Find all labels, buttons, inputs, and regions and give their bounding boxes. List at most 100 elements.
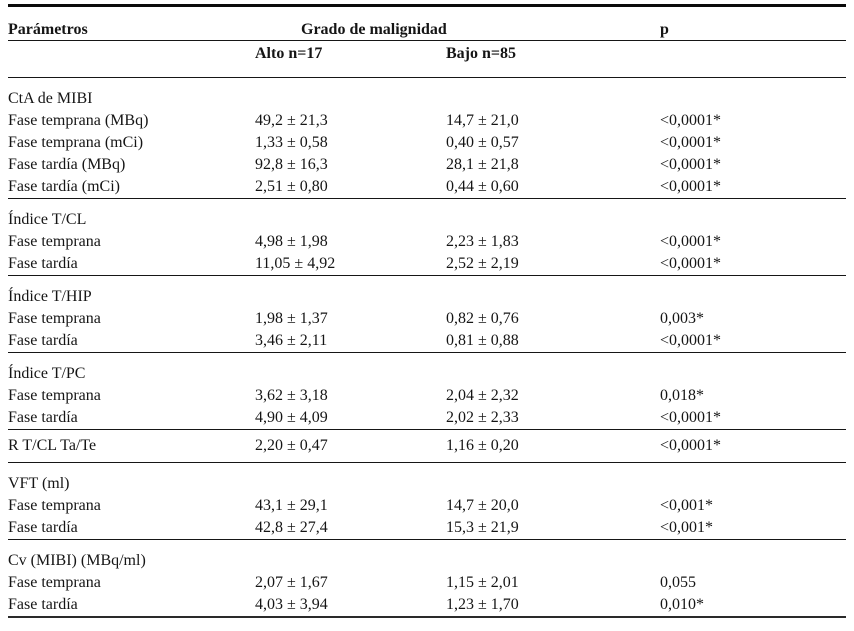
section-title: Índice T/PC bbox=[8, 365, 86, 382]
section-cta-de-mibi: CtA de MIBI Fase temprana (MBq) 49,2 ± 2… bbox=[8, 77, 846, 199]
section-vft: VFT (ml) Fase temprana 43,1 ± 29,1 14,7 … bbox=[8, 462, 846, 540]
param-label: Fase temprana bbox=[8, 574, 101, 591]
section-title-row: Índice T/PC bbox=[8, 353, 846, 386]
value-alto: 49,2 ± 21,3 bbox=[255, 112, 328, 129]
p-value: <0,0001* bbox=[660, 156, 722, 173]
section-indice-t-pc: Índice T/PC Fase temprana 3,62 ± 3,18 2,… bbox=[8, 352, 846, 430]
param-label: Fase tardía bbox=[8, 596, 78, 613]
col-header-p: p bbox=[660, 21, 669, 38]
subheader-row: Alto n=17 Bajo n=85 bbox=[8, 41, 846, 78]
value-alto: 3,46 ± 2,11 bbox=[255, 332, 328, 349]
value-alto: 92,8 ± 16,3 bbox=[255, 156, 328, 173]
param-label: Fase tardía (mCi) bbox=[8, 178, 120, 195]
p-value: 0,055 bbox=[660, 574, 696, 591]
value-bajo: 2,23 ± 1,83 bbox=[446, 233, 519, 250]
value-bajo: 0,81 ± 0,88 bbox=[446, 332, 519, 349]
param-label: Fase tardía bbox=[8, 519, 78, 536]
p-value: 0,003* bbox=[660, 310, 704, 327]
col-subheader-alto: Alto n=17 bbox=[255, 45, 323, 62]
table-row: Fase temprana 43,1 ± 29,1 14,7 ± 20,0 <0… bbox=[8, 495, 846, 517]
param-label: Fase temprana (MBq) bbox=[8, 112, 149, 129]
param-label: Fase temprana bbox=[8, 233, 101, 250]
section-title-row: CtA de MIBI bbox=[8, 78, 846, 111]
section-title: VFT (ml) bbox=[8, 475, 70, 492]
header-row: Parámetros Grado de malignidad p bbox=[8, 6, 846, 41]
value-bajo: 0,40 ± 0,57 bbox=[446, 134, 519, 151]
p-value: <0,0001* bbox=[660, 437, 722, 454]
value-alto: 2,51 ± 0,80 bbox=[255, 178, 328, 195]
p-value: <0,0001* bbox=[660, 178, 722, 195]
p-value: <0,001* bbox=[660, 497, 714, 514]
section-title-row: Índice T/CL bbox=[8, 199, 846, 232]
table-row: Fase temprana 3,62 ± 3,18 2,04 ± 2,32 0,… bbox=[8, 385, 846, 407]
value-bajo: 2,52 ± 2,19 bbox=[446, 255, 519, 272]
param-label: Fase tardía (MBq) bbox=[8, 156, 126, 173]
value-alto: 4,98 ± 1,98 bbox=[255, 233, 328, 250]
table-row: Fase tardía 42,8 ± 27,4 15,3 ± 21,9 <0,0… bbox=[8, 517, 846, 540]
section-title-row: VFT (ml) bbox=[8, 463, 846, 496]
value-alto: 43,1 ± 29,1 bbox=[255, 497, 328, 514]
value-bajo: 1,16 ± 0,20 bbox=[446, 437, 519, 454]
section-title: CtA de MIBI bbox=[8, 90, 93, 107]
value-bajo: 1,15 ± 2,01 bbox=[446, 574, 519, 591]
value-alto: 1,98 ± 1,37 bbox=[255, 310, 328, 327]
value-alto: 42,8 ± 27,4 bbox=[255, 519, 328, 536]
value-bajo: 0,82 ± 0,76 bbox=[446, 310, 519, 327]
value-alto: 4,90 ± 4,09 bbox=[255, 409, 328, 426]
p-value: <0,0001* bbox=[660, 332, 722, 349]
p-value: <0,0001* bbox=[660, 112, 722, 129]
table-row: Fase temprana (MBq) 49,2 ± 21,3 14,7 ± 2… bbox=[8, 110, 846, 132]
section-title: Índice T/HIP bbox=[8, 288, 92, 305]
value-bajo: 14,7 ± 21,0 bbox=[446, 112, 519, 129]
param-label: R T/CL Ta/Te bbox=[8, 437, 97, 454]
table-row: Fase tardía 4,03 ± 3,94 1,23 ± 1,70 0,01… bbox=[8, 594, 846, 617]
value-bajo: 14,7 ± 20,0 bbox=[446, 497, 519, 514]
param-label: Fase tardía bbox=[8, 255, 78, 272]
section-indice-t-hip: Índice T/HIP Fase temprana 1,98 ± 1,37 0… bbox=[8, 275, 846, 353]
param-label: Fase temprana bbox=[8, 310, 101, 327]
p-value: 0,018* bbox=[660, 387, 704, 404]
value-alto: 2,20 ± 0,47 bbox=[255, 437, 328, 454]
subheader-empty bbox=[8, 41, 255, 78]
p-value: <0,0001* bbox=[660, 409, 722, 426]
p-value: <0,0001* bbox=[660, 233, 722, 250]
value-alto: 3,62 ± 3,18 bbox=[255, 387, 328, 404]
p-value: <0,001* bbox=[660, 519, 714, 536]
value-bajo: 28,1 ± 21,8 bbox=[446, 156, 519, 173]
p-value: 0,010* bbox=[660, 596, 704, 613]
param-label: Fase tardía bbox=[8, 332, 78, 349]
section-title: Índice T/CL bbox=[8, 211, 87, 228]
value-bajo: 2,04 ± 2,32 bbox=[446, 387, 519, 404]
value-alto: 4,03 ± 3,94 bbox=[255, 596, 328, 613]
table-row: Fase temprana 1,98 ± 1,37 0,82 ± 0,76 0,… bbox=[8, 308, 846, 330]
table-row: Fase temprana (mCi) 1,33 ± 0,58 0,40 ± 0… bbox=[8, 132, 846, 154]
section-title-row: Índice T/HIP bbox=[8, 276, 846, 309]
section-cv-mibi: Cv (MIBI) (MBq/ml) Fase temprana 2,07 ± … bbox=[8, 539, 846, 618]
table-row: Fase tardía 4,90 ± 4,09 2,02 ± 2,33 <0,0… bbox=[8, 407, 846, 430]
table-header: Parámetros Grado de malignidad p Alto n=… bbox=[8, 6, 846, 78]
param-label: Fase temprana (mCi) bbox=[8, 134, 144, 151]
section-indice-t-cl: Índice T/CL Fase temprana 4,98 ± 1,98 2,… bbox=[8, 198, 846, 276]
section-title-row: Cv (MIBI) (MBq/ml) bbox=[8, 540, 846, 573]
table-row: Fase temprana 4,98 ± 1,98 2,23 ± 1,83 <0… bbox=[8, 231, 846, 253]
param-label: Fase tardía bbox=[8, 409, 78, 426]
table-row: R T/CL Ta/Te 2,20 ± 0,47 1,16 ± 0,20 <0,… bbox=[8, 430, 846, 463]
value-alto: 1,33 ± 0,58 bbox=[255, 134, 328, 151]
section-r-t-cl-ta-te: R T/CL Ta/Te 2,20 ± 0,47 1,16 ± 0,20 <0,… bbox=[8, 429, 846, 463]
col-header-grado-de-malignidad: Grado de malignidad bbox=[301, 21, 447, 38]
value-bajo: 2,02 ± 2,33 bbox=[446, 409, 519, 426]
table-row: Fase tardía 11,05 ± 4,92 2,52 ± 2,19 <0,… bbox=[8, 253, 846, 276]
table-row: Fase temprana 2,07 ± 1,67 1,15 ± 2,01 0,… bbox=[8, 572, 846, 594]
p-value: <0,0001* bbox=[660, 255, 722, 272]
value-alto: 11,05 ± 4,92 bbox=[255, 255, 336, 272]
col-header-parametros: Parámetros bbox=[8, 21, 88, 38]
value-bajo: 0,44 ± 0,60 bbox=[446, 178, 519, 195]
value-alto: 2,07 ± 1,67 bbox=[255, 574, 328, 591]
results-table: Parámetros Grado de malignidad p Alto n=… bbox=[8, 4, 846, 618]
value-bajo: 1,23 ± 1,70 bbox=[446, 596, 519, 613]
p-value: <0,0001* bbox=[660, 134, 722, 151]
param-label: Fase temprana bbox=[8, 497, 101, 514]
table-row: Fase tardía 3,46 ± 2,11 0,81 ± 0,88 <0,0… bbox=[8, 330, 846, 353]
param-label: Fase temprana bbox=[8, 387, 101, 404]
table-row: Fase tardía (MBq) 92,8 ± 16,3 28,1 ± 21,… bbox=[8, 154, 846, 176]
